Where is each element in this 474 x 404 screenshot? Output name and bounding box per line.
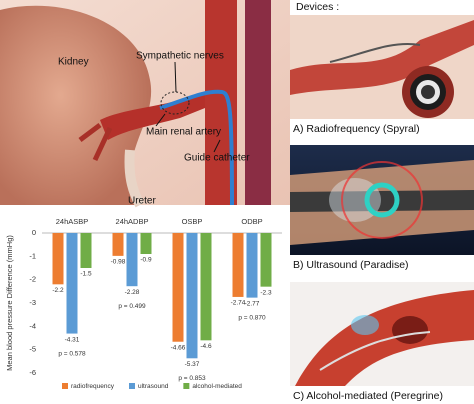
panel-caption: B) Ultrasound (Paradise) xyxy=(293,259,409,271)
p-value-annotation: p = 0.870 xyxy=(238,314,266,321)
device-panel-c xyxy=(290,282,474,386)
category-label: 24hADBP xyxy=(116,217,149,226)
y-tick-label: -2 xyxy=(29,275,36,284)
p-value-annotation: p = 0.853 xyxy=(178,375,206,382)
anatomy-label: Kidney xyxy=(58,57,89,68)
y-tick-label: -4 xyxy=(29,321,36,330)
value-label: -0.98 xyxy=(111,259,126,266)
bar xyxy=(260,233,272,287)
y-tick-label: -6 xyxy=(29,368,36,377)
anatomy-label: Sympathetic nerves xyxy=(136,51,224,62)
value-label: -2.2 xyxy=(52,287,64,294)
y-tick-label: -3 xyxy=(29,298,36,307)
panel-caption: C) Alcohol-mediated (Peregrine) xyxy=(293,390,443,402)
value-label: -2.74 xyxy=(231,300,246,307)
bar xyxy=(200,233,212,341)
device-panel-a xyxy=(290,15,474,119)
legend-swatch xyxy=(129,383,135,389)
value-label: -1.5 xyxy=(80,271,92,278)
p-value-annotation: p = 0.578 xyxy=(58,350,86,357)
value-label: -4.31 xyxy=(65,336,80,343)
value-label: -2.77 xyxy=(245,300,260,307)
anatomy-label: Ureter xyxy=(128,196,156,207)
y-tick-label: -1 xyxy=(29,251,36,260)
y-axis-title: Mean blood pressure Difference (mmHg) xyxy=(5,235,14,371)
devices-heading: Devices : xyxy=(296,1,339,13)
value-label: -4.66 xyxy=(171,344,186,351)
bar xyxy=(246,233,258,298)
category-label: ODBP xyxy=(241,217,262,226)
bar xyxy=(140,233,152,254)
bar xyxy=(80,233,92,268)
anatomy-label: Guide catheter xyxy=(184,153,250,164)
value-label: -4.6 xyxy=(200,343,212,350)
value-label: -0.9 xyxy=(140,257,152,264)
bar xyxy=(172,233,184,342)
bar xyxy=(112,233,124,256)
value-label: -5.37 xyxy=(185,361,200,368)
bar xyxy=(186,233,198,359)
bar-chart: 0 -1 -2 -3 -4 -5 -6 Mean blood pressure Differe… xyxy=(5,217,282,390)
y-tick-label: -5 xyxy=(29,345,36,354)
legend-label: radiofrequency xyxy=(71,383,115,390)
panel-caption: A) Radiofrequency (Spyral) xyxy=(293,123,420,135)
bar xyxy=(232,233,244,297)
legend-label: ultrasound xyxy=(138,383,169,390)
p-value-annotation: p = 0.499 xyxy=(118,303,146,310)
anatomy-illustration xyxy=(0,0,290,208)
bar xyxy=(126,233,138,287)
legend-swatch xyxy=(62,383,68,389)
category-label: OSBP xyxy=(182,217,203,226)
bar xyxy=(66,233,78,334)
device-panel-b xyxy=(290,145,474,255)
category-label: 24hASBP xyxy=(56,217,89,226)
y-tick-label: 0 xyxy=(32,228,36,237)
anatomy-label: Main renal artery xyxy=(146,127,221,138)
legend-label: alcohol-mediated xyxy=(192,383,242,390)
bar xyxy=(52,233,64,285)
value-label: -2.3 xyxy=(260,289,272,296)
value-label: -2.28 xyxy=(125,289,140,296)
legend-swatch xyxy=(183,383,190,389)
